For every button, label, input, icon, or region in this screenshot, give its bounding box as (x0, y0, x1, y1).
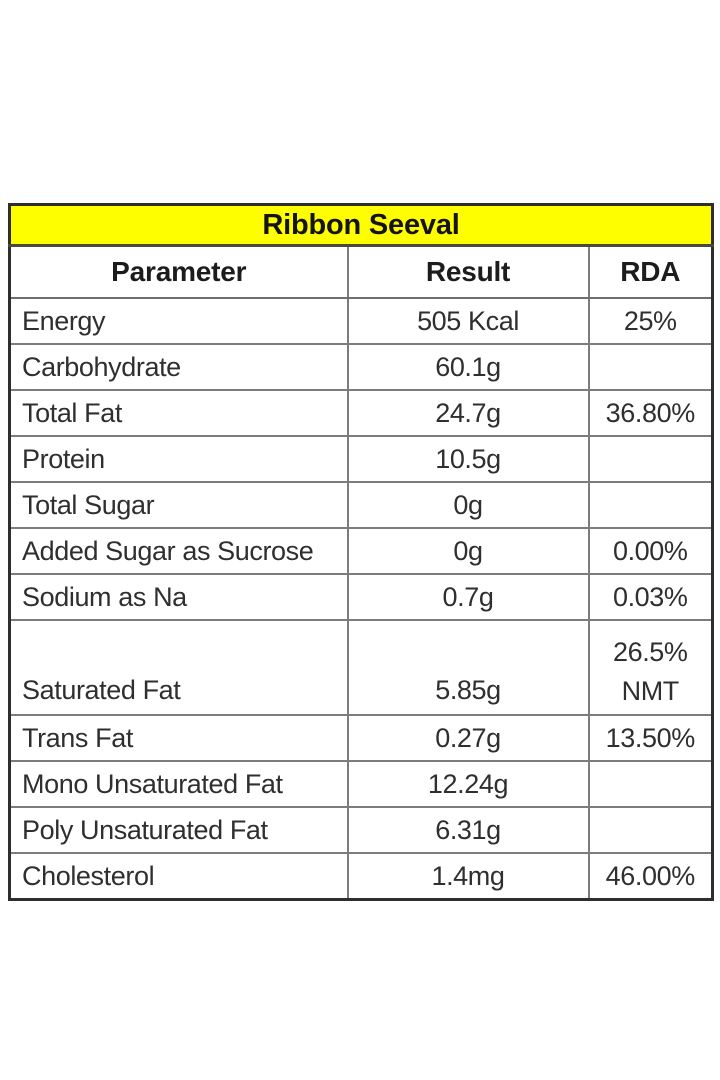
table-row: Added Sugar as Sucrose 0g 0.00% (8, 527, 714, 575)
column-header-parameter: Parameter (8, 244, 349, 299)
result-cell: 0g (346, 527, 590, 575)
parameter-cell: Energy (8, 297, 349, 345)
parameter-cell: Protein (8, 435, 349, 483)
result-cell: 0.27g (346, 714, 590, 762)
table-row: Energy 505 Kcal 25% (8, 297, 714, 345)
table-row: Cholesterol 1.4mg 46.00% (8, 852, 714, 901)
parameter-cell: Cholesterol (8, 852, 349, 901)
parameter-cell: Total Sugar (8, 481, 349, 529)
table-title-row: Ribbon Seeval (8, 203, 714, 247)
rda-cell (587, 481, 714, 529)
rda-cell: 46.00% (587, 852, 714, 901)
rda-cell: 26.5% NMT (587, 619, 714, 716)
result-cell: 0g (346, 481, 590, 529)
result-cell: 1.4mg (346, 852, 590, 901)
rda-cell (587, 760, 714, 808)
parameter-cell: Sodium as Na (8, 573, 349, 621)
table-row: Carbohydrate 60.1g (8, 343, 714, 391)
result-cell: 10.5g (346, 435, 590, 483)
rda-cell (587, 435, 714, 483)
parameter-cell: Saturated Fat (8, 619, 349, 716)
result-cell: 60.1g (346, 343, 590, 391)
rda-cell: 0.03% (587, 573, 714, 621)
parameter-cell: Carbohydrate (8, 343, 349, 391)
rda-line: NMT (621, 676, 680, 706)
rda-cell: 0.00% (587, 527, 714, 575)
column-header-rda: RDA (587, 244, 714, 299)
table-row: Trans Fat 0.27g 13.50% (8, 714, 714, 762)
rda-cell (587, 806, 714, 854)
table-row: Mono Unsaturated Fat 12.24g (8, 760, 714, 808)
parameter-cell: Trans Fat (8, 714, 349, 762)
result-cell: 0.7g (346, 573, 590, 621)
table-title: Ribbon Seeval (8, 203, 714, 247)
nutrition-table: Ribbon Seeval Parameter Result RDA Energ… (8, 203, 715, 901)
result-cell: 6.31g (346, 806, 590, 854)
result-cell: 24.7g (346, 389, 590, 437)
parameter-cell: Total Fat (8, 389, 349, 437)
rda-cell (587, 343, 714, 391)
table-row: Poly Unsaturated Fat 6.31g (8, 806, 714, 854)
column-header-result: Result (346, 244, 590, 299)
rda-line: 26.5% (612, 637, 688, 667)
table-header-row: Parameter Result RDA (8, 244, 714, 299)
parameter-cell: Poly Unsaturated Fat (8, 806, 349, 854)
result-cell: 12.24g (346, 760, 590, 808)
table-row: Protein 10.5g (8, 435, 714, 483)
rda-cell: 36.80% (587, 389, 714, 437)
table-row: Saturated Fat 5.85g 26.5% NMT (8, 619, 714, 716)
table-row: Total Sugar 0g (8, 481, 714, 529)
result-cell: 505 Kcal (346, 297, 590, 345)
table-row: Total Fat 24.7g 36.80% (8, 389, 714, 437)
rda-cell: 13.50% (587, 714, 714, 762)
parameter-cell: Mono Unsaturated Fat (8, 760, 349, 808)
parameter-cell: Added Sugar as Sucrose (8, 527, 349, 575)
nutrition-table-container: Ribbon Seeval Parameter Result RDA Energ… (8, 203, 715, 901)
result-cell: 5.85g (346, 619, 590, 716)
rda-cell: 25% (587, 297, 714, 345)
table-row: Sodium as Na 0.7g 0.03% (8, 573, 714, 621)
